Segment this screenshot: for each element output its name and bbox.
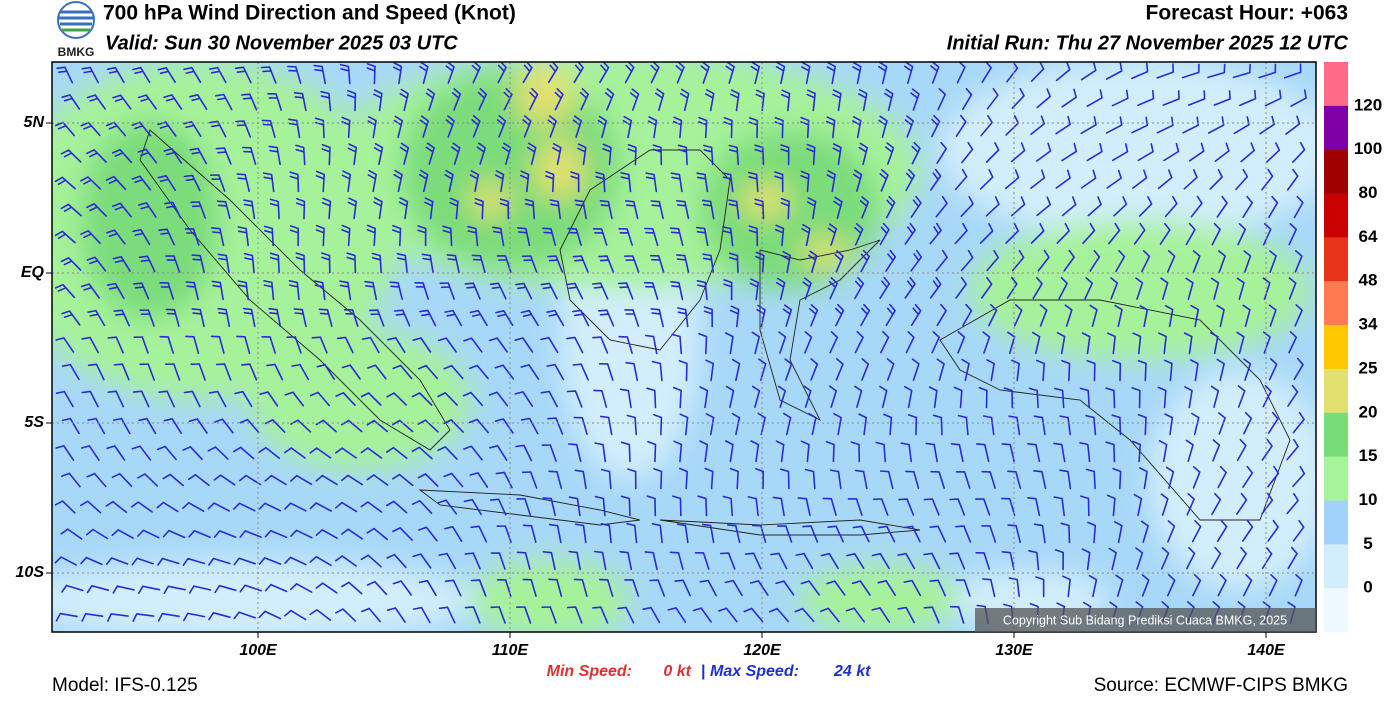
lon-label: 110E	[492, 642, 530, 659]
colorbar-segment	[1324, 237, 1348, 282]
lat-label: EQ	[21, 264, 45, 281]
colorbar-label: 64	[1359, 227, 1378, 246]
valid-time: Valid: Sun 30 November 2025 03 UTC	[105, 32, 458, 54]
colorbar-segment	[1324, 105, 1348, 151]
colorbar-label: 80	[1359, 183, 1378, 202]
colorbar-label: 48	[1359, 271, 1378, 290]
colorbar-label: 10	[1359, 490, 1378, 509]
source: Source: ECMWF-CIPS BMKG	[1094, 675, 1348, 696]
lat-label: 10S	[16, 564, 45, 581]
lon-label: 120E	[743, 642, 782, 659]
forecast-hour: Forecast Hour: +063	[1146, 2, 1349, 25]
min-speed-label: Min Speed:	[547, 663, 632, 680]
colorbar-label: 5	[1363, 534, 1372, 553]
initial-run: Initial Run: Thu 27 November 2025 12 UTC	[947, 32, 1349, 54]
colorbar-segment	[1324, 193, 1348, 238]
logo: BMKG	[57, 1, 95, 59]
logo-text: BMKG	[58, 45, 95, 59]
colorbar-label: 34	[1359, 315, 1378, 334]
lon-label: 140E	[1247, 642, 1286, 659]
lon-label: 100E	[239, 642, 278, 659]
colorbar-segment	[1324, 149, 1348, 195]
colorbar-segment	[1324, 62, 1348, 107]
colorbar-segment	[1324, 281, 1348, 326]
lat-label: 5N	[24, 114, 45, 131]
colorbar-label: 15	[1359, 446, 1378, 465]
lat-label: 5S	[24, 414, 44, 431]
colorbar-segment	[1324, 325, 1348, 370]
title: 700 hPa Wind Direction and Speed (Knot)	[103, 2, 516, 25]
colorbar-segment	[1324, 544, 1348, 589]
graticule	[52, 62, 1316, 632]
map-frame	[51, 61, 1317, 633]
model: Model: IFS-0.125	[52, 675, 198, 696]
max-speed-label: Max Speed:	[710, 663, 799, 680]
colorbar-segment	[1324, 500, 1348, 545]
separator: |	[701, 663, 705, 680]
colorbar-label: 0	[1363, 578, 1372, 597]
colorbar-segment	[1324, 412, 1348, 458]
colorbar: 120 100 80 64 48 34 25 20 15 10 5 0	[1324, 62, 1382, 633]
min-speed-value: 0 kt	[663, 663, 691, 680]
max-speed-value: 24 kt	[833, 663, 871, 680]
colorbar-segment	[1324, 456, 1348, 501]
colorbar-label: 120	[1354, 95, 1382, 114]
colorbar-label: 25	[1359, 358, 1378, 377]
wind-barbs	[54, 62, 1307, 625]
copyright: Copyright Sub Bidang Prediksi Cuaca BMKG…	[1003, 613, 1287, 627]
colorbar-segment	[1324, 588, 1348, 633]
copyright-box	[975, 608, 1316, 632]
map-field	[52, 62, 1316, 632]
colorbar-label: 20	[1359, 402, 1378, 421]
colorbar-segment	[1324, 368, 1348, 414]
colorbar-label: 100	[1354, 139, 1382, 158]
lon-label: 130E	[995, 642, 1034, 659]
